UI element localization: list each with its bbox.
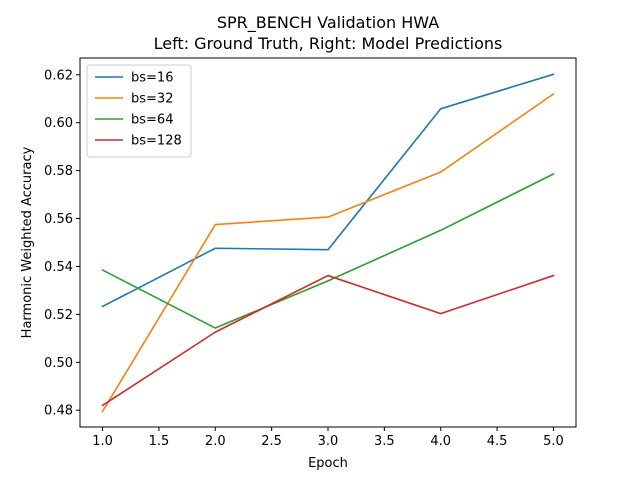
- series-line-bs-64: [101, 172, 555, 329]
- chart-title: SPR_BENCH Validation HWA: [217, 13, 439, 33]
- legend-label: bs=32: [131, 92, 173, 107]
- chart-subtitle: Left: Ground Truth, Right: Model Predict…: [154, 34, 503, 53]
- y-tick-label: 0.54: [44, 260, 73, 275]
- x-tick-label: 1.0: [92, 434, 113, 449]
- y-tick-label: 0.50: [44, 356, 73, 371]
- x-tick-label: 5.0: [543, 434, 564, 449]
- legend-label: bs=128: [131, 134, 182, 149]
- x-tick-label: 3.0: [318, 434, 339, 449]
- y-tick-label: 0.56: [44, 212, 73, 227]
- x-tick-label: 2.0: [205, 434, 226, 449]
- series-line-bs-128: [101, 274, 555, 407]
- series-line-bs-16: [101, 73, 555, 308]
- x-axis-ticks: 1.0 1.5 2.0 2.5 3.0 3.5 4.0 4.5 5.0: [92, 427, 564, 449]
- legend: bs=16 bs=32 bs=64 bs=128: [86, 64, 192, 158]
- y-tick-label: 0.60: [44, 116, 73, 131]
- series-line-bs-32: [101, 92, 555, 413]
- y-axis-label: Harmonic Weighted Accuracy: [20, 146, 35, 338]
- x-tick-label: 2.5: [261, 434, 282, 449]
- y-tick-label: 0.58: [44, 164, 73, 179]
- y-tick-label: 0.48: [44, 404, 73, 419]
- x-tick-label: 4.5: [487, 434, 508, 449]
- x-tick-label: 1.5: [149, 434, 170, 449]
- x-tick-label: 3.5: [374, 434, 395, 449]
- y-axis-ticks: 0.48 0.50 0.52 0.54 0.56 0.58 0.60 0.62: [44, 68, 80, 419]
- x-tick-label: 4.0: [430, 434, 451, 449]
- legend-box: [86, 64, 192, 158]
- x-axis-label: Epoch: [308, 456, 348, 471]
- y-tick-label: 0.52: [44, 308, 73, 323]
- legend-label: bs=64: [131, 113, 173, 128]
- plot-lines: [101, 73, 555, 413]
- legend-label: bs=16: [131, 71, 173, 86]
- y-tick-label: 0.62: [44, 68, 73, 83]
